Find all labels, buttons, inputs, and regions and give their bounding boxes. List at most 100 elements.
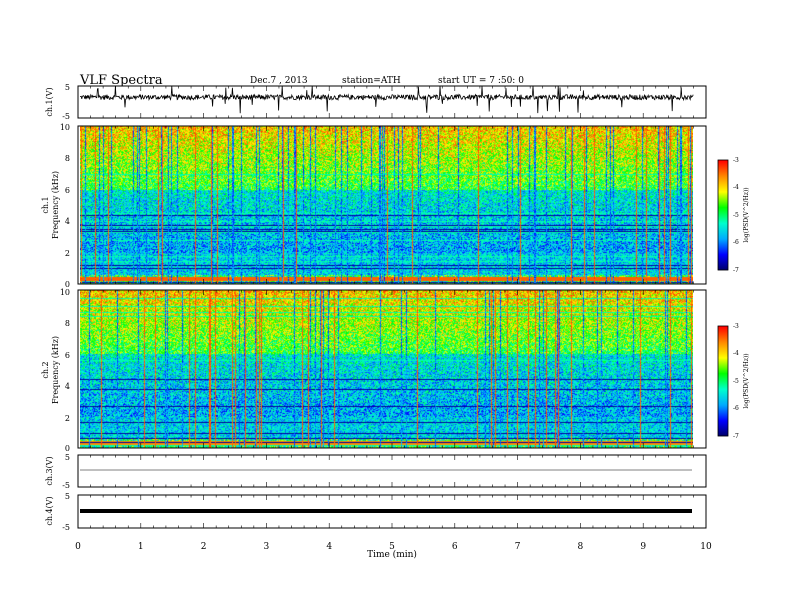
colorbar-band — [718, 206, 728, 208]
ch1-waveform-ticks — [77, 86, 707, 118]
colorbar-band — [718, 384, 728, 386]
colorbar-band — [718, 429, 728, 431]
colorbar-band — [718, 192, 728, 194]
colorbar-band — [718, 405, 728, 407]
colorbar-band — [718, 200, 728, 202]
colorbar-band — [718, 236, 728, 238]
colorbar-band — [718, 170, 728, 172]
colorbar-band — [718, 213, 728, 215]
colorbar-band — [718, 162, 728, 164]
ch2-cbar-tick-3: -3 — [733, 323, 739, 330]
colorbar-band — [718, 228, 728, 230]
colorbar-band — [718, 264, 728, 266]
colorbar-band — [718, 266, 728, 268]
time-tick-label: 2 — [201, 542, 207, 552]
colorbar-band — [718, 407, 728, 409]
ch1-spectrogram-ylabel: ch.1 — [41, 196, 50, 213]
colorbar-band — [718, 379, 728, 381]
colorbar-band — [718, 432, 728, 434]
colorbar-band — [718, 327, 728, 329]
colorbar-band — [718, 419, 728, 421]
colorbar-band — [718, 340, 728, 342]
colorbar-band — [718, 176, 728, 178]
ch1-spectrogram-image — [80, 126, 693, 284]
colorbar-band — [718, 332, 728, 334]
time-tick-label: 0 — [75, 542, 81, 552]
ch4-waveform-ylabel: ch.4(V) — [45, 496, 54, 525]
ch2-spectrogram-panel: 10 8 6 4 2 0 ch.2 Frequency (kHz) — [41, 288, 707, 453]
colorbar-band — [718, 422, 728, 424]
colorbar-band — [718, 398, 728, 400]
colorbar-band — [718, 199, 728, 201]
colorbar-band — [718, 193, 728, 195]
ch2-spectrogram-ticks — [77, 290, 707, 448]
time-tick-label: 3 — [264, 542, 270, 552]
colorbar-band — [718, 372, 728, 374]
time-tick-label: 1 — [138, 542, 144, 552]
ch2-cbar-tick-7: -7 — [733, 433, 739, 440]
time-tick-label: 10 — [700, 542, 712, 552]
colorbar-band — [718, 356, 728, 358]
ch4-ytick-bottom: -5 — [62, 523, 70, 532]
ch2-cbar-tick-4: -4 — [733, 350, 739, 357]
colorbar-band — [718, 268, 728, 270]
colorbar-band — [718, 364, 728, 366]
colorbar-band — [718, 427, 728, 429]
ch2-colorbar-label: log(PSD(V^2/Hz)) — [743, 353, 750, 408]
colorbar-band — [718, 334, 728, 336]
colorbar-band — [718, 417, 728, 419]
ch1-waveform-panel: 5 -5 ch.1(V) — [45, 83, 707, 121]
colorbar-band — [718, 208, 728, 210]
ch2-spectrogram-ylabel: ch.2 — [41, 361, 50, 378]
colorbar-band — [718, 227, 728, 229]
ch1-cbar-tick-5: -5 — [733, 212, 739, 219]
ch1-colorbar-label: log(PSD(V^2/Hz)) — [743, 187, 750, 242]
colorbar-band — [718, 263, 728, 265]
colorbar-band — [718, 339, 728, 341]
colorbar-band — [718, 166, 728, 168]
colorbar-band — [718, 335, 728, 337]
colorbar-band — [718, 345, 728, 347]
ch2-cbar-tick-5: -5 — [733, 378, 739, 385]
ch2-colorbar-frame — [717, 325, 729, 437]
colorbar-band — [718, 395, 728, 397]
colorbar-band — [718, 386, 728, 388]
ch1-freq-tick-2: 2 — [65, 249, 70, 258]
colorbar-band — [718, 221, 728, 223]
colorbar-band — [718, 174, 728, 176]
colorbar-band — [718, 238, 728, 240]
spectrogram-raster — [80, 126, 693, 284]
colorbar-band — [718, 367, 728, 369]
colorbar-band — [718, 211, 728, 213]
colorbar-band — [718, 402, 728, 404]
colorbar-band — [718, 365, 728, 367]
colorbar-band — [718, 190, 728, 192]
date-label: Dec.7 , 2013 — [250, 76, 308, 86]
ch1-freq-tick-0: 0 — [65, 280, 70, 289]
colorbar-band — [718, 216, 728, 218]
colorbar-band — [718, 247, 728, 249]
start-time-label: start UT = 7 :50: 0 — [438, 76, 524, 86]
colorbar-band — [718, 209, 728, 211]
colorbar-band — [718, 187, 728, 189]
colorbar-band — [718, 223, 728, 225]
colorbar-band — [718, 352, 728, 354]
colorbar-band — [718, 383, 728, 385]
colorbar-band — [718, 368, 728, 370]
colorbar-band — [718, 381, 728, 383]
colorbar-band — [718, 163, 728, 165]
ch2-colorbar: -3 -4 -5 -6 -7 log(PSD(V^2/Hz)) — [717, 323, 750, 440]
colorbar-band — [718, 188, 728, 190]
colorbar-band — [718, 164, 728, 166]
colorbar-band — [718, 344, 728, 346]
colorbar-band — [718, 254, 728, 256]
colorbar-band — [718, 401, 728, 403]
colorbar-band — [718, 329, 728, 331]
colorbar-band — [718, 358, 728, 360]
colorbar-band — [718, 186, 728, 188]
ch4-ytick-top: 5 — [65, 492, 70, 501]
colorbar-band — [718, 333, 728, 335]
colorbar-band — [718, 181, 728, 183]
colorbar-band — [718, 175, 728, 177]
